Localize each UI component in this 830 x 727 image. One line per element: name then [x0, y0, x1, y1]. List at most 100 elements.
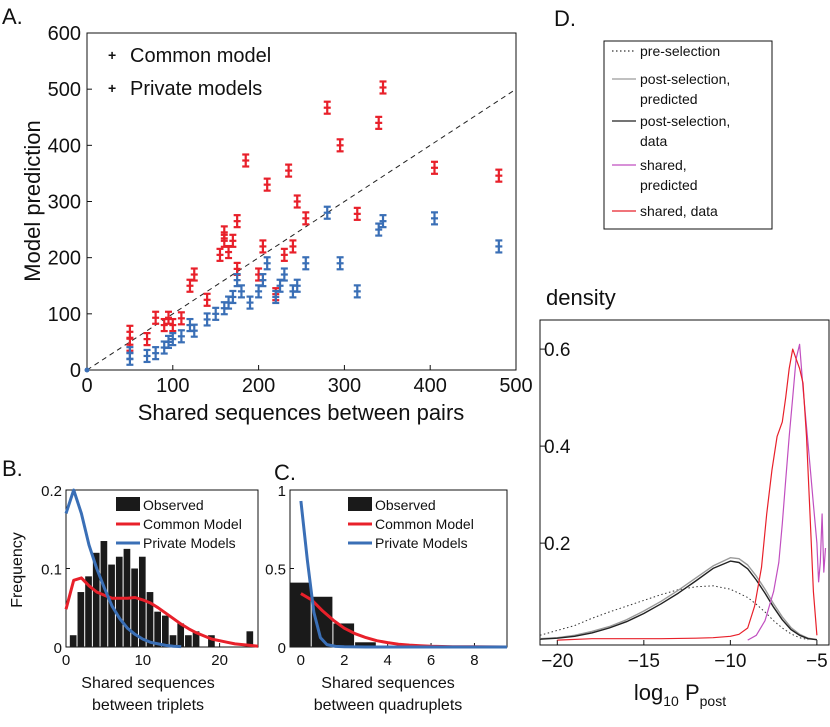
panel-b-axes: 0 10 20 0 0.1 0.2	[41, 483, 228, 669]
legend-label-common-model: Common Model	[143, 516, 242, 532]
panel-d-plot-area	[539, 343, 827, 641]
panel-a-axes: 0 100 200 300 400 500 0 100 200 300 400 500 600	[48, 23, 533, 397]
x-tick-label: 100	[156, 375, 189, 397]
panel-d-x-label: log10 Ppost	[634, 680, 726, 709]
legend-label-shared-data: shared, data	[640, 203, 718, 219]
legend-label-common-model: Common model	[130, 45, 271, 67]
origin-point	[84, 367, 90, 373]
y-tick-label: 0.4	[544, 437, 571, 458]
x-tick-label: 400	[414, 375, 447, 397]
data-point	[336, 138, 344, 153]
data-point	[126, 346, 134, 361]
x-tick-label: 500	[499, 375, 532, 397]
bar	[131, 568, 138, 647]
panel-a-plot-area	[84, 80, 517, 373]
panel-c: C. 0 2 4 6 8 0 0.5 1 Shared sequences between q…	[265, 460, 508, 714]
data-point	[229, 233, 237, 248]
legend-entry-common-model: + Common model	[108, 45, 271, 67]
data-point	[169, 317, 177, 333]
x-tick-label: 6	[427, 652, 435, 669]
bar	[355, 642, 376, 647]
panel-c-x-label-line2: between quadruplets	[314, 697, 463, 714]
panel-b-plot-area	[64, 488, 259, 649]
data-point	[229, 289, 237, 305]
bar	[146, 592, 154, 647]
y-tick-label: 400	[48, 135, 81, 157]
bar	[138, 556, 146, 647]
series-private-models	[299, 500, 507, 649]
x-tick-label: 300	[328, 375, 361, 397]
legend-label-common-model: Common Model	[375, 516, 474, 532]
panel-c-x-label: Shared sequences	[321, 675, 454, 692]
y-tick-label: 0.1	[41, 562, 62, 579]
data-point	[169, 332, 177, 347]
data-point	[375, 115, 383, 130]
data-point	[143, 332, 151, 347]
y-tick-label: 1	[278, 483, 286, 500]
bar	[311, 596, 333, 647]
data-point	[353, 206, 361, 221]
data-point	[203, 292, 211, 307]
data-point	[233, 214, 241, 229]
bar	[115, 556, 123, 647]
data-point	[160, 317, 168, 333]
data-point	[190, 267, 198, 282]
panel-a: A. 0 100 200 300 400 500 0 100 200 300 400 500 600 S…	[2, 4, 533, 425]
series-observed-bars	[290, 582, 376, 647]
x-tick-label: −15	[628, 651, 660, 672]
data-point	[190, 323, 198, 338]
series-post-selection-predicted	[539, 557, 818, 641]
bar	[77, 592, 85, 647]
data-point	[323, 205, 331, 220]
x-tick-label: 0	[62, 652, 70, 669]
data-point	[263, 177, 271, 192]
series-shared-data	[557, 348, 818, 641]
data-point	[302, 211, 310, 226]
bar	[290, 582, 311, 647]
legend-swatch-observed	[348, 497, 372, 511]
data-point	[165, 310, 173, 325]
panel-b-legend: Observed Common Model Private Models	[116, 497, 242, 551]
series-private-models	[64, 488, 182, 649]
series-common-model	[126, 80, 503, 352]
data-point	[203, 312, 211, 327]
data-point	[280, 267, 288, 282]
y-tick-label: 0.2	[544, 534, 570, 555]
panel-d-legend-box	[603, 40, 773, 230]
panel-c-plot-area	[290, 500, 508, 649]
bar	[92, 552, 100, 647]
y-tick-label: 0	[54, 640, 62, 657]
data-point	[293, 278, 301, 293]
data-point	[152, 346, 160, 361]
x-label-post: post	[700, 693, 727, 709]
panel-b-x-label: Shared sequences	[81, 675, 214, 692]
data-point	[143, 348, 151, 364]
data-point	[323, 100, 331, 115]
panel-b-x-label-line2: between triplets	[92, 697, 204, 714]
panel-b-y-label: Frequency	[9, 532, 26, 608]
y-tick-label: 0.2	[41, 483, 62, 500]
data-point	[379, 214, 387, 229]
data-point	[379, 80, 387, 95]
legend-marker-common-model: +	[108, 47, 116, 63]
y-tick-label: 0.5	[265, 562, 286, 579]
bar	[246, 631, 254, 647]
data-point	[242, 153, 250, 168]
panel-d-legend: pre-selection post-selection, predicted pos…	[603, 40, 773, 230]
panel-d-title: density	[546, 285, 616, 310]
data-point	[375, 222, 383, 237]
x-tick-label: 200	[242, 375, 275, 397]
y-tick-label: 100	[48, 304, 81, 326]
series-private-models	[126, 205, 503, 366]
data-point	[177, 311, 185, 326]
bar	[85, 576, 92, 647]
data-point	[246, 295, 254, 310]
data-point	[285, 163, 293, 178]
x-label-log: log	[634, 680, 663, 705]
bar	[208, 635, 215, 647]
x-label-log-base: 10	[663, 693, 679, 709]
legend-label-observed: Observed	[375, 497, 436, 513]
panel-a-x-label: Shared sequences between pairs	[138, 400, 465, 425]
panel-d: D. pre-selection post-selection, predicted…	[539, 6, 830, 709]
data-point	[263, 256, 271, 271]
